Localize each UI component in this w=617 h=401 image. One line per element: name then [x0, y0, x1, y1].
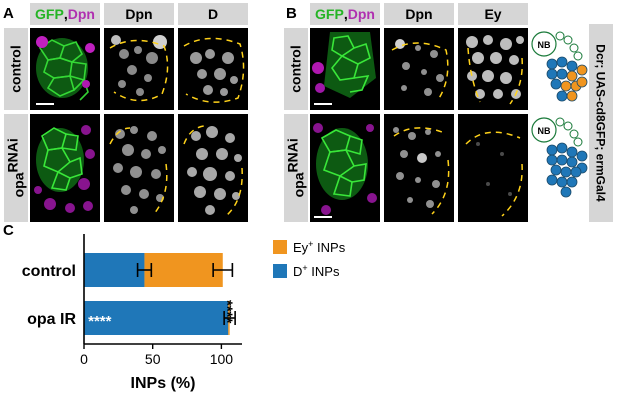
annotation-outside: **** [219, 300, 236, 324]
panel-b-dpn-control-image [384, 28, 454, 110]
legend-swatch-1 [273, 264, 287, 278]
panel-b-letter: B [286, 5, 297, 22]
panel-a-row-opa-sup: RNAi [5, 138, 22, 173]
annotation-inside: **** [88, 313, 112, 330]
panel-b-schematic-opa: NB [530, 114, 588, 222]
panel-b-ey-control-image [458, 28, 528, 110]
panel-a-letter: A [3, 5, 14, 22]
panel-a-d-control-image [178, 28, 248, 110]
panel-b-header-sep: , [343, 6, 348, 22]
panel-b-row-control-label: control [288, 45, 305, 93]
panel-b-merge-opa-image [310, 114, 380, 222]
panel-a-row-opa-label: opa [10, 172, 27, 198]
x-tick-label: 0 [80, 351, 88, 367]
panel-a-merge-opa-image [30, 114, 100, 222]
category-label: opa IR [27, 311, 76, 328]
panel-b-nb-label-opa: NB [538, 126, 551, 136]
legend-swatch-0 [273, 240, 287, 254]
panel-a-row-control: control [4, 28, 28, 110]
panel-b-ey-opa-image [458, 114, 528, 222]
bar-control-1 [144, 253, 223, 287]
panel-b-row-opa-sup: RNAi [285, 138, 302, 173]
panel-a-dpn-opa-image [104, 114, 174, 222]
panel-b-header-dpn2: Dpn [384, 3, 454, 25]
panel-b-nb-label-control: NB [538, 40, 551, 50]
panel-a-row-opa: opaRNAi [4, 114, 28, 222]
panel-b-genotype-label: Dcr; UAS-cd8GFP; ermGal4 [594, 44, 609, 202]
category-label: control [22, 263, 76, 280]
panel-b-row-opa: opaRNAi [284, 114, 308, 222]
x-tick-label: 50 [145, 351, 161, 367]
bar-control-0 [84, 253, 145, 287]
panel-a-header-gfp: GFP [35, 6, 64, 22]
panel-a-d-opa-image [178, 114, 248, 222]
x-tick-label: 100 [210, 351, 234, 367]
panel-a-dpn-control-image [104, 28, 174, 110]
panel-c-letter: C [3, 222, 14, 239]
panel-b-header-ey: Ey [458, 3, 528, 25]
panel-a-merge-control-image [30, 28, 100, 110]
panel-a-header-merge: GFP, Dpn [30, 3, 100, 25]
panel-a-header-sep: , [63, 6, 68, 22]
bar-opa-IR-0 [84, 301, 229, 335]
panel-c-chart: control opa IR **** **** 0 50 100 INPs (%) Ey+ I… [22, 234, 346, 392]
legend-label-0: Ey+ INPs [293, 239, 346, 255]
panel-b-header-gfp: GFP [315, 6, 344, 22]
panel-b-header-dpn: Dpn [347, 6, 375, 22]
legend-label-1: D+ INPs [293, 263, 340, 279]
panel-a-header-d: D [178, 3, 248, 25]
panel-b-row-control: control [284, 28, 308, 110]
panel-b-row-opa-label: opa [290, 172, 307, 198]
panel-a-header-dpn: Dpn [67, 6, 95, 22]
panel-b-merge-control-image [310, 28, 380, 110]
panel-b-schematic-control: NB [530, 28, 588, 110]
panel-b-genotype-bar: Dcr; UAS-cd8GFP; ermGal4 [589, 24, 613, 222]
panel-b-dpn-opa-image [384, 114, 454, 222]
panel-a-header-dpn2: Dpn [104, 3, 174, 25]
x-axis-label: INPs (%) [131, 375, 196, 392]
panel-b-header-merge: GFP, Dpn [310, 3, 380, 25]
panel-a-row-control-label: control [8, 45, 25, 93]
